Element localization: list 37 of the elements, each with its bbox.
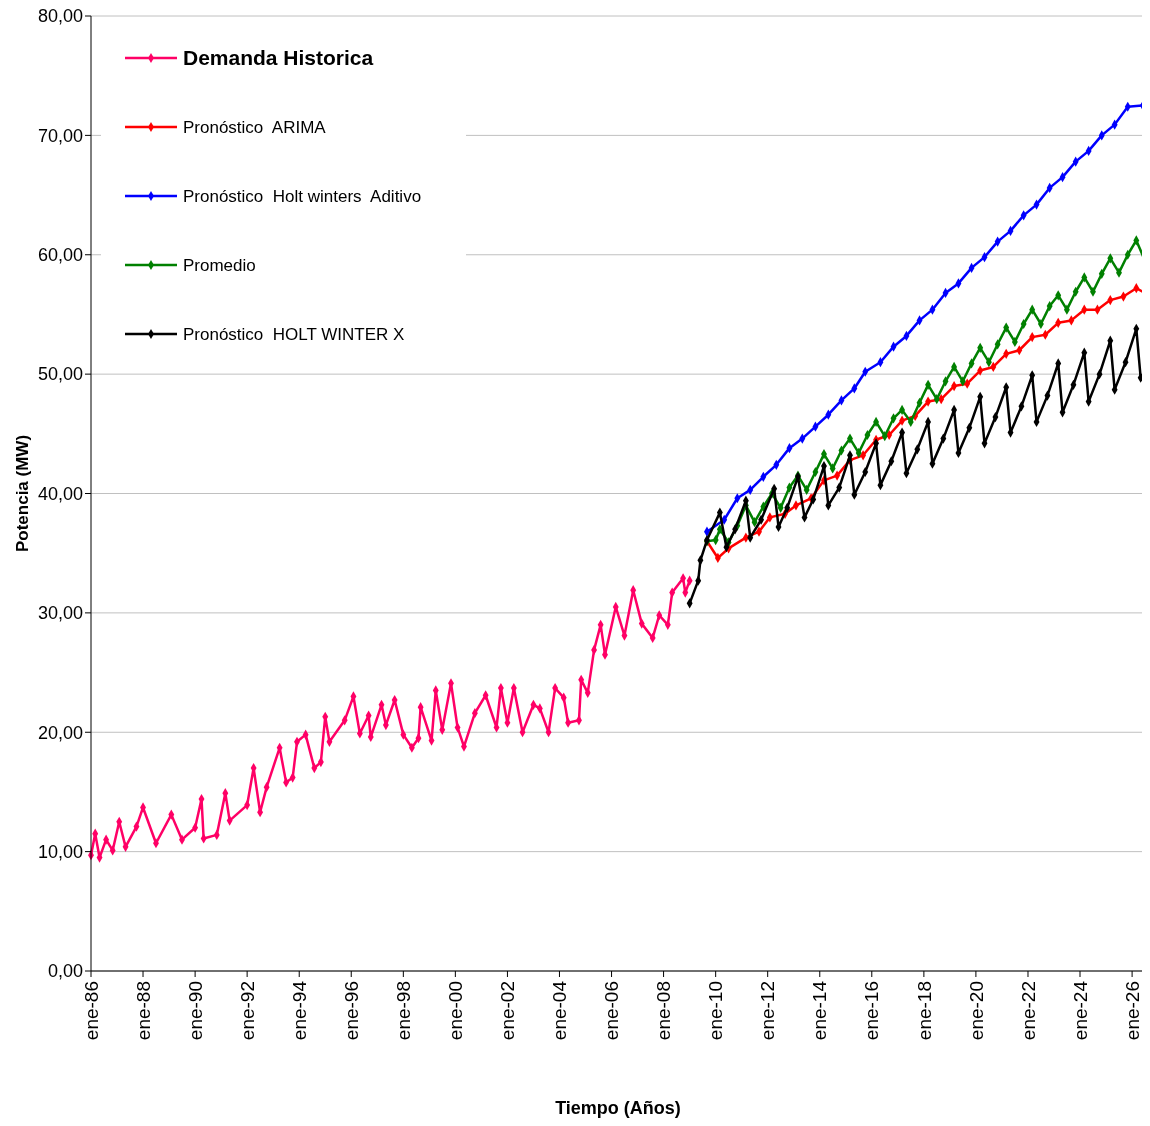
x-tick-label: ene-18 (913, 981, 935, 1041)
legend-label: Pronóstico Holt winters Aditivo (183, 186, 422, 206)
y-tick-label: 70,00 (37, 125, 83, 146)
x-tick-label: ene-08 (653, 981, 675, 1041)
x-tick-label: ene-06 (601, 981, 623, 1041)
x-tick-label: ene-98 (392, 981, 414, 1041)
x-tick-label: ene-88 (132, 981, 154, 1041)
legend-label: Pronóstico ARIMA (183, 117, 327, 137)
x-tick-label: ene-00 (445, 981, 466, 1041)
x-tick-label: ene-26 (1121, 981, 1143, 1041)
x-tick-label: ene-24 (1069, 980, 1091, 1041)
y-axis-title: Potencia (MW) (12, 434, 32, 553)
x-tick-label: ene-92 (236, 981, 258, 1041)
y-tick-label: 10,00 (37, 841, 83, 862)
x-tick-label: ene-12 (757, 981, 779, 1041)
x-tick-label: ene-94 (288, 980, 310, 1041)
x-tick-label: ene-14 (809, 980, 831, 1041)
y-tick-label: 60,00 (37, 245, 83, 266)
x-tick-label: ene-86 (80, 981, 102, 1041)
x-tick-label: ene-10 (705, 981, 727, 1041)
legend-label: Promedio (183, 255, 256, 275)
legend-label: Pronóstico HOLT WINTER X (183, 324, 405, 344)
x-tick-label: ene-90 (184, 981, 206, 1041)
y-tick-label: 20,00 (37, 722, 83, 743)
y-tick-label: 30,00 (37, 603, 83, 624)
x-axis-title: Tiempo (Años) (555, 1098, 681, 1118)
x-tick-label: ene-22 (1017, 981, 1039, 1041)
x-tick-label: ene-96 (340, 981, 362, 1041)
y-tick-label: 0,00 (47, 961, 83, 982)
x-tick-label: ene-04 (549, 980, 571, 1041)
legend-label: Demanda Historica (183, 46, 374, 70)
y-tick-label: 50,00 (37, 364, 83, 385)
x-tick-label: ene-20 (965, 981, 987, 1041)
x-tick-label: ene-16 (861, 981, 883, 1041)
y-tick-label: 80,00 (37, 6, 83, 27)
x-tick-label: ene-02 (497, 981, 519, 1041)
y-tick-label: 40,00 (37, 483, 83, 504)
